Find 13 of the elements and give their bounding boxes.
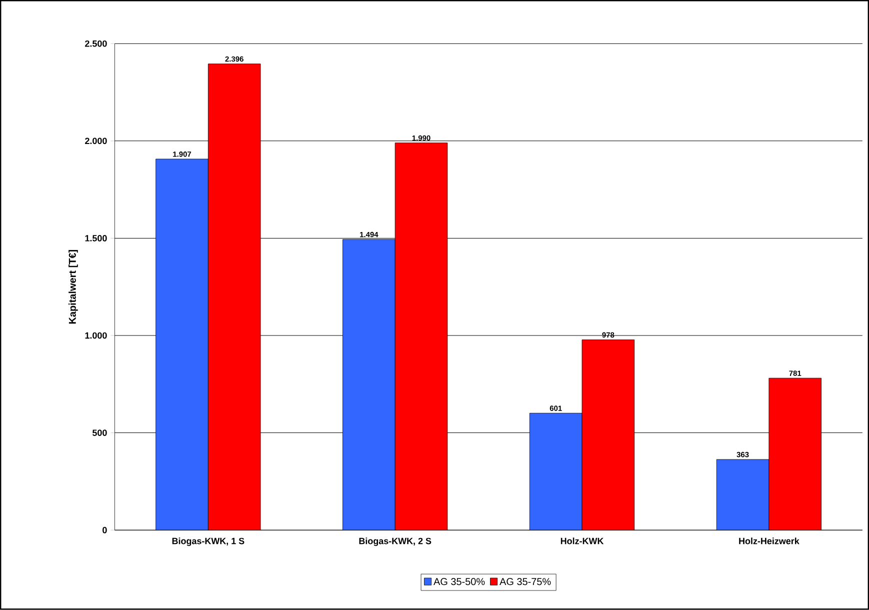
- y-axis-title: Kapitalwert [T€]: [68, 250, 78, 324]
- x-tick-label: Biogas-KWK, 2 S: [359, 538, 432, 546]
- y-tick-label: 0: [102, 527, 107, 534]
- y-tick-label: 2.000: [85, 138, 107, 144]
- x-tick-label: Biogas-KWK, 1 S: [172, 538, 244, 546]
- y-tick-label: 2.500: [85, 40, 107, 47]
- y-tick-label: 500: [92, 430, 107, 436]
- legend-label: AG 35-50%: [434, 578, 485, 586]
- y-tick-label: 1.500: [85, 235, 107, 242]
- legend-label: AG 35-75%: [500, 578, 551, 586]
- y-tick-label: 1.000: [85, 332, 107, 339]
- x-tick-label: Holz-Heizwerk: [739, 538, 800, 544]
- x-tick-label: Holz-KWK: [560, 538, 604, 544]
